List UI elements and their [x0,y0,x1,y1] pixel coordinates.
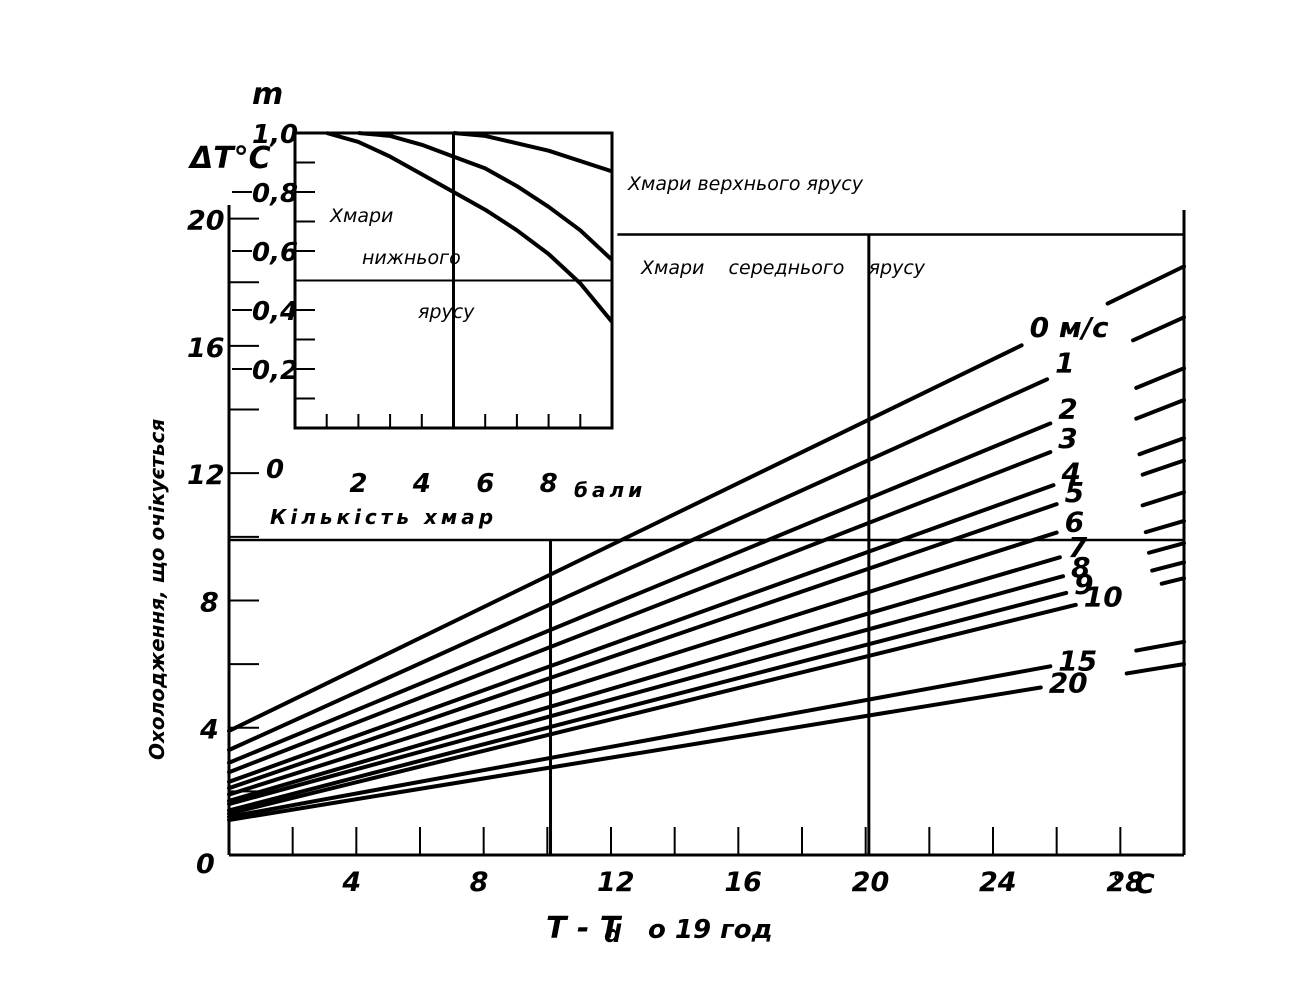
inset-x-tick-label: 8 [540,469,558,499]
series-line-12 [227,685,1043,822]
series-line-end-1 [1131,315,1186,343]
series-line-11 [227,664,1053,819]
series-label-5: 5 [1065,476,1084,509]
series-line-end-7 [1143,518,1186,535]
series-label-6: 6 [1065,505,1084,538]
inset-x-tick-label: 2 [349,469,367,499]
series-line-end-0 [1105,264,1186,306]
main-x-tick-label: 4 [341,867,361,898]
main-reference-lines [229,233,1184,855]
series-line-8 [227,574,1066,807]
main-ylabel-side: Охолодження, що очікується [145,419,169,760]
main-xlabel-sub: d [604,920,622,948]
series-line-end-12 [1124,662,1186,676]
series-line-end-6 [1140,490,1186,508]
inset-x-tick-label: 6 [476,469,494,499]
inset-y-tick-label: 0,6 [252,238,298,268]
main-x-tick-label: 12 [597,867,635,898]
label-upper-clouds: Хмари верхнього ярусу [627,173,864,195]
main-x-tick-label: 16 [724,867,762,898]
main-series-lines [227,264,1186,822]
inset-reference-lines [295,133,612,428]
inset-x-unit: бали [574,478,646,502]
series-label-4: 4 [1060,456,1080,489]
main-x-tick-label: 20 [852,867,890,898]
inset-xlabel: Кількість хмар [270,505,497,529]
series-label-1: 1 [1055,347,1074,380]
series-line-1 [227,377,1050,752]
inset-series-line-1 [358,131,614,262]
series-line-end-2 [1134,366,1186,390]
series-label-11: 15 [1058,645,1097,678]
series-line-end-11 [1134,639,1186,653]
main-y-tick-label: 4 [199,715,219,746]
series-line-end-5 [1140,458,1186,477]
inset-y-tick-label: 0,4 [252,297,298,327]
inset-series-line-2 [326,131,614,324]
inset-tick-marks [232,161,582,428]
inset-y-tick-label: 0,2 [252,356,298,386]
series-line-7 [227,555,1062,803]
main-x-tick-label: 24 [979,867,1017,898]
main-y-tick-label: 16 [187,333,225,364]
series-label-12: 20 [1049,667,1088,700]
main-y-tick-label: 12 [187,460,225,491]
series-line-4 [227,483,1056,784]
label-lower-clouds-3: ярусу [418,301,475,323]
series-line-6 [227,530,1059,797]
series-line-9 [227,590,1069,813]
main-xlabel-right: о 19 год [648,915,773,945]
series-line-end-3 [1134,398,1186,421]
series-line-end-9 [1150,560,1186,573]
label-middle-clouds: Хмари середнього ярусу [640,257,926,279]
series-line-0 [227,343,1024,733]
main-x-tick-label: 8 [470,867,489,898]
inset-y-tick-label: 0,8 [252,179,298,209]
series-label-10: 10 [1084,581,1123,614]
series-line-3 [227,450,1053,775]
series-label-9: 9 [1074,568,1093,601]
series-label-3: 3 [1058,422,1077,455]
main-ylabel-top: ΔТ°С [188,141,271,176]
inset-x-tick-label: 4 [412,469,431,499]
series-label-8: 8 [1071,551,1090,584]
series-line-2 [227,421,1053,765]
main-xlabel-left: T - T [546,911,623,946]
main-x-tick-label: 28 [1106,867,1144,898]
label-lower-clouds-1: Хмари [329,205,393,227]
series-line-end-10 [1159,576,1186,586]
series-line-end-4 [1137,436,1186,457]
main-x-tick-label-zero: 0 [196,849,215,880]
series-line-end-8 [1146,541,1186,555]
series-line-5 [227,502,1059,791]
series-line-10 [227,602,1078,816]
inset-x-tick-label-zero: 0 [266,455,284,485]
main-y-tick-label: 20 [187,206,225,237]
series-label-7: 7 [1068,531,1088,564]
inset-y-tick-label: 1,0 [252,120,298,150]
inset-tick-labels: 2 4 6 8 0 0,2 0,4 0,6 0,8 1,0 [252,120,558,499]
main-x-unit: ° С [1112,869,1155,900]
main-xlabel: T - T d о 19 год [546,911,773,948]
inset-ylabel: m [252,77,283,112]
main-y-tick-label: 8 [200,587,219,618]
series-label-2: 2 [1058,392,1077,425]
series-label-0: 0 м/с [1030,311,1109,344]
label-lower-clouds-2: нижнього [362,247,461,269]
